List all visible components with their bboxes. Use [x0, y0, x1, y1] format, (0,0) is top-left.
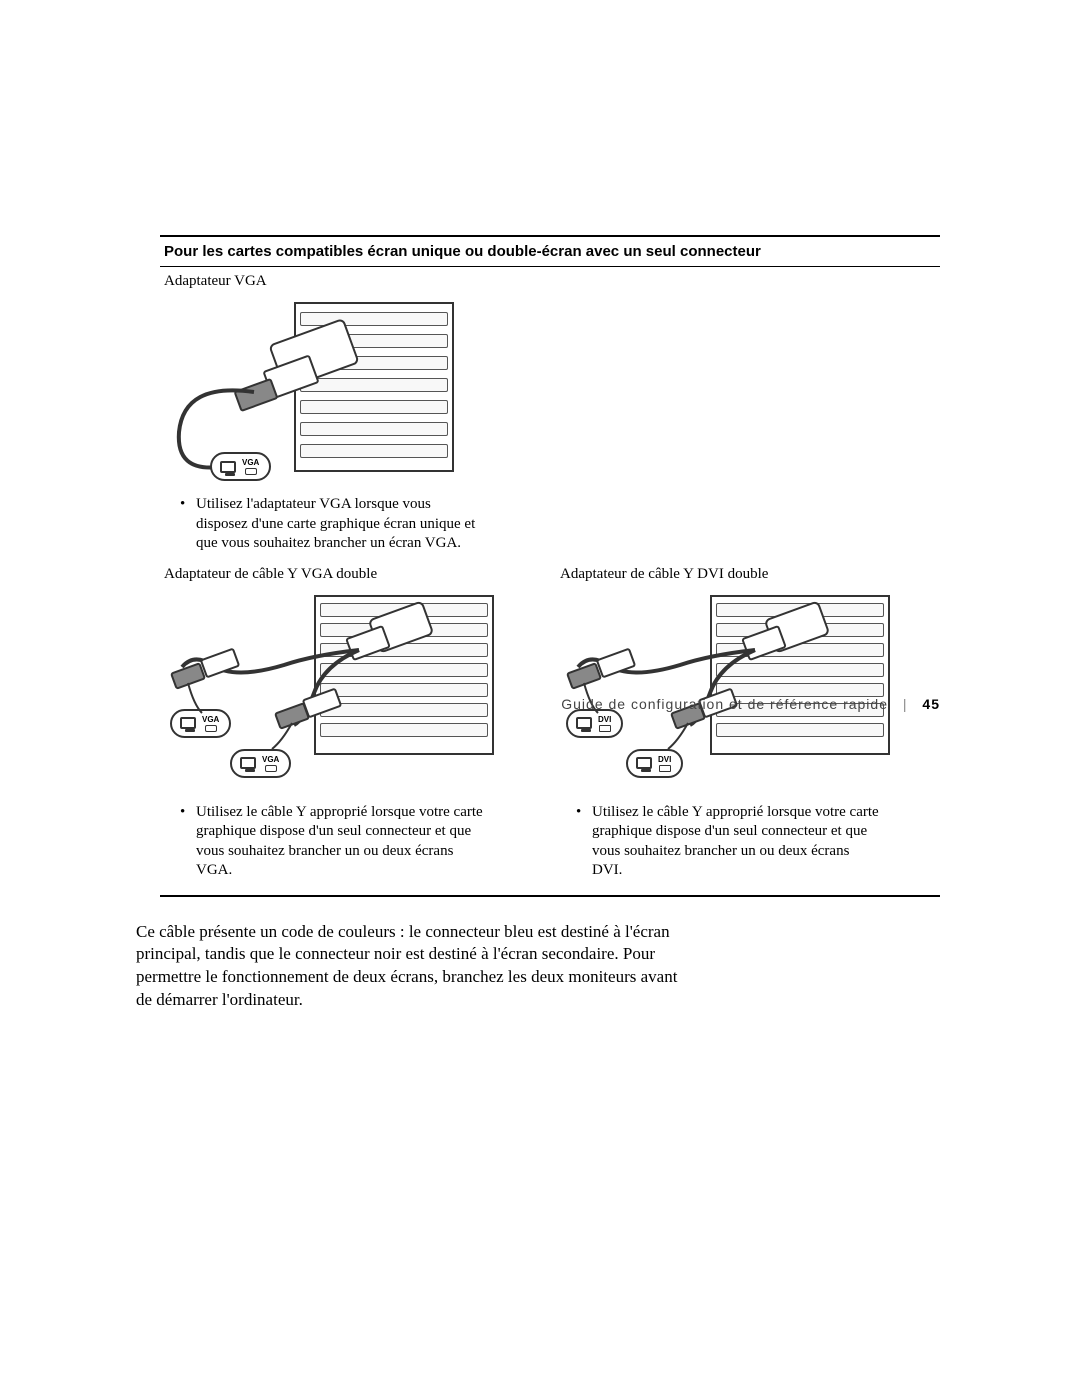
row-vga-adapter: Adaptateur VGA [160, 267, 940, 554]
table-header: Pour les cartes compatibles écran unique… [160, 235, 940, 267]
dvi-y-bullet: Utilisez le câble Y approprié lorsque vo… [592, 803, 880, 881]
vga-bullet-list: Utilisez l'adaptateur VGA lorsque vous d… [164, 495, 484, 554]
dvi-y-diagram: DVI DVI [560, 595, 880, 795]
dvi-port-icon [659, 765, 671, 772]
page-content: Pour les cartes compatibles écran unique… [160, 235, 940, 1012]
body-paragraph: Ce câble présente un code de couleurs : … [136, 921, 696, 1013]
footer-separator: | [903, 696, 908, 712]
row-y-cables: Adaptateur de câble Y VGA double [160, 554, 940, 897]
vga-icon-capsule: VGA [210, 452, 271, 481]
dvi-y-title: Adaptateur de câble Y DVI double [560, 566, 936, 583]
vga-port-icon [245, 468, 257, 475]
page-footer: Guide de configuration et de référence r… [561, 696, 940, 712]
page-number: 45 [922, 696, 940, 712]
vga-y-bullet: Utilisez le câble Y approprié lorsque vo… [196, 803, 484, 881]
dvi-y-bullet-list: Utilisez le câble Y approprié lorsque vo… [560, 803, 880, 881]
footer-text: Guide de configuration et de référence r… [561, 696, 888, 712]
vga-y-title: Adaptateur de câble Y VGA double [164, 566, 540, 583]
cell-vga-y: Adaptateur de câble Y VGA double [164, 566, 540, 881]
vga-label: VGA [242, 458, 259, 467]
vga-adapter-diagram: VGA [164, 302, 484, 487]
vga-port-icon [265, 765, 277, 772]
vga-y-diagram: VGA VGA [164, 595, 484, 795]
vga-bullet: Utilisez l'adaptateur VGA lorsque vous d… [196, 495, 484, 554]
cell-vga-adapter: Adaptateur VGA [164, 273, 550, 554]
cell-dvi-y: Adaptateur de câble Y DVI double [560, 566, 936, 881]
vga-y-bullet-list: Utilisez le câble Y approprié lorsque vo… [164, 803, 484, 881]
vga-adapter-title: Adaptateur VGA [164, 273, 550, 290]
monitor-icon [220, 461, 236, 473]
